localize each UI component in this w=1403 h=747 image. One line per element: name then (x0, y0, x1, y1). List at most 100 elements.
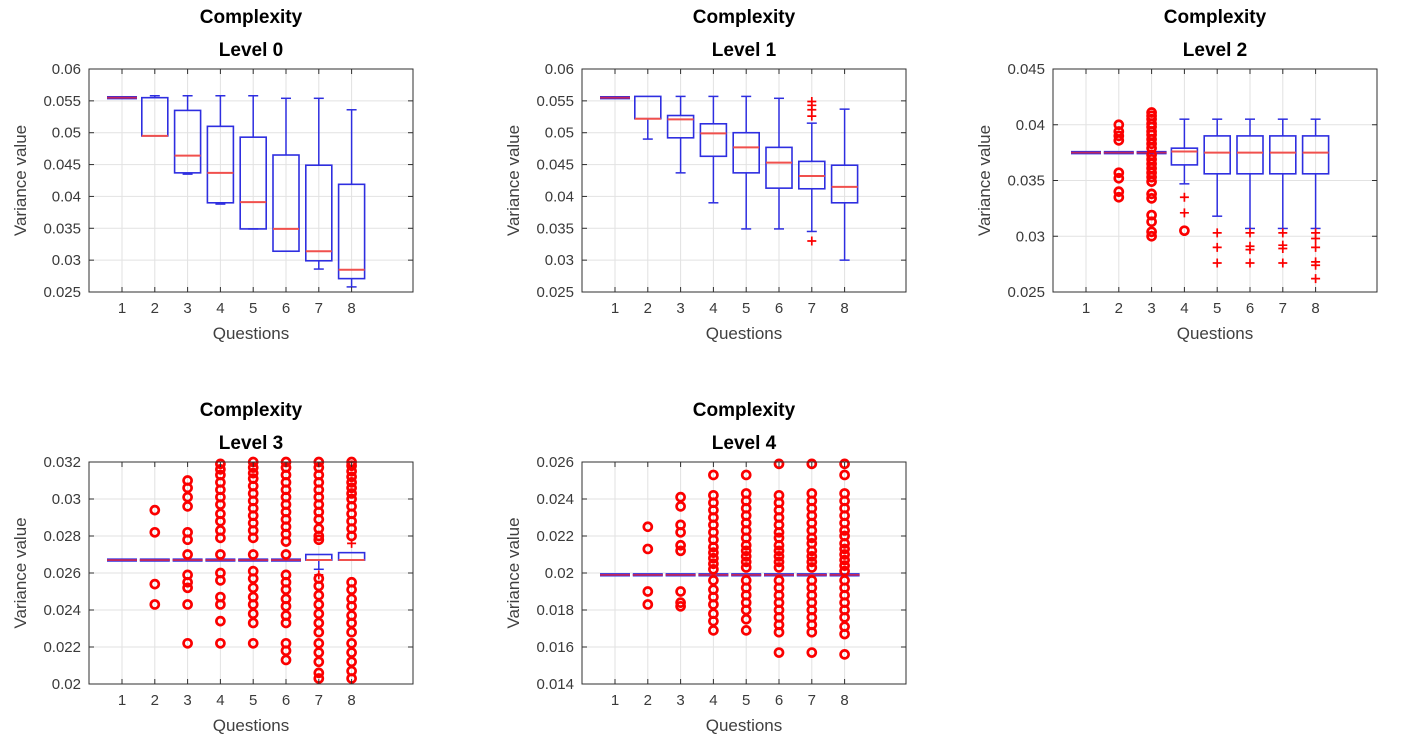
boxes (600, 458, 860, 660)
y-tick-label: 0.045 (536, 157, 574, 174)
boxplot-question-8 (1301, 118, 1330, 284)
y-tick-label: 0.026 (536, 454, 574, 471)
x-tick-label: 4 (216, 300, 224, 317)
outlier-circle-marker (642, 599, 654, 610)
x-tick-label: 1 (118, 300, 126, 317)
subplot-level-4: 0.014 0.016 0.018 0.02 0.022 0.024 0.026 1 2 3 4 5 6… (504, 400, 907, 735)
tick-labels: 0.014 0.016 0.018 0.02 0.022 0.024 0.026 1 2 3 4 5 6… (536, 454, 848, 709)
outlier-circle-marker (215, 637, 226, 649)
x-tick-label: 4 (1180, 300, 1188, 317)
x-tick-label: 7 (1279, 300, 1287, 317)
outlier-circle-marker (708, 547, 719, 559)
outlier-circle-marker (247, 467, 259, 479)
outlier-circle-marker (182, 637, 193, 649)
outlier-circle-marker (806, 545, 818, 557)
x-tick-label: 8 (840, 300, 848, 317)
iqr-box (830, 164, 859, 204)
outlier-circle-marker (1146, 192, 1157, 204)
x-tick-label: 1 (1082, 300, 1090, 317)
x-tick-label: 1 (611, 300, 619, 317)
outlier-plus-marker (1311, 274, 1321, 284)
boxplot-question-5 (1203, 118, 1231, 268)
outlier-circle-marker (1113, 172, 1125, 184)
boxes (107, 95, 366, 288)
outlier-circle-marker (806, 550, 818, 562)
outlier-circle-marker (247, 637, 259, 649)
y-tick-label: 0.045 (43, 157, 81, 174)
y-tick-label: 0.022 (536, 528, 574, 545)
boxes (107, 456, 366, 684)
y-tick-label: 0.04 (545, 188, 574, 205)
boxplot-question-6 (765, 97, 793, 230)
x-tick-label: 6 (282, 300, 290, 317)
x-tick-label: 6 (775, 300, 783, 317)
boxplot-question-7 (304, 97, 333, 270)
y-tick-label: 0.035 (536, 220, 574, 237)
outlier-plus-marker (1245, 258, 1255, 268)
axes-box (88, 68, 414, 293)
outlier-circle-marker (182, 576, 193, 588)
outlier-circle-marker (806, 458, 818, 470)
boxplot-question-3 (666, 95, 695, 174)
outlier-circle-marker (215, 575, 226, 586)
grid (1053, 68, 1377, 293)
outlier-circle-marker (149, 526, 161, 538)
boxplot-question-5 (731, 469, 762, 636)
outlier-plus-marker (1278, 258, 1288, 268)
boxplot-question-6 (764, 458, 794, 658)
x-tick-label: 3 (183, 692, 191, 709)
y-tick-label: 0.03 (545, 252, 574, 269)
boxplot-question-2 (1103, 119, 1134, 203)
outlier-circle-marker (313, 667, 325, 679)
x-axis-label: Questions (1177, 324, 1254, 343)
tick-marks (89, 461, 413, 685)
boxplot-question-3 (665, 491, 696, 612)
boxplot-question-8 (829, 458, 860, 660)
outlier-circle-marker (149, 578, 161, 590)
outlier-circle-marker (708, 563, 719, 575)
subplot-level-1: 0.025 0.03 0.035 0.04 0.045 0.05 0.055 0.06 1 2 3 4… (504, 7, 907, 343)
y-tick-label: 0.03 (52, 252, 81, 269)
outlier-plus-marker (1212, 258, 1222, 268)
outlier-circle-marker (182, 599, 193, 610)
subplot-subtitle: Level 0 (219, 40, 283, 61)
outlier-circle-marker (806, 626, 818, 638)
y-tick-label: 0.032 (43, 454, 81, 471)
outlier-circle-marker (773, 626, 785, 638)
x-tick-label: 2 (644, 300, 652, 317)
outlier-circle-marker (839, 543, 850, 555)
outlier-circle-marker (839, 549, 850, 560)
x-axis-label: Questions (213, 716, 290, 735)
x-tick-label: 3 (676, 692, 684, 709)
outlier-circle-marker (773, 550, 785, 562)
x-tick-label: 5 (742, 300, 750, 317)
outlier-plus-marker (1212, 228, 1222, 238)
boxplot-question-8 (830, 108, 859, 261)
x-tick-label: 7 (808, 300, 816, 317)
outlier-circle-marker (708, 552, 719, 564)
y-tick-label: 0.03 (52, 491, 81, 508)
outlier-circle-marker (1113, 167, 1125, 179)
x-axis-label: Questions (706, 324, 783, 343)
subplot-title: Complexity (693, 400, 796, 421)
y-tick-label: 0.06 (545, 61, 574, 78)
outlier-circle-marker (708, 541, 719, 553)
boxplot-question-3 (173, 95, 202, 175)
y-tick-label: 0.035 (1007, 173, 1045, 190)
outlier-plus-marker (1212, 242, 1222, 252)
outlier-circle-marker (182, 534, 193, 546)
tick-labels: 0.025 0.03 0.035 0.04 0.045 0.05 0.055 0.06 1 2 3 4… (536, 61, 848, 317)
outlier-circle-marker (215, 615, 226, 627)
boxplot-question-7 (797, 96, 826, 246)
outlier-circle-marker (280, 549, 292, 560)
outlier-circle-marker (313, 534, 325, 546)
y-tick-label: 0.024 (536, 491, 574, 508)
y-tick-label: 0.024 (43, 602, 81, 619)
outlier-circle-marker (806, 556, 818, 568)
outlier-circle-marker (149, 504, 161, 516)
outlier-circle-marker (1146, 176, 1157, 187)
y-tick-label: 0.026 (43, 565, 81, 582)
x-tick-label: 3 (676, 300, 684, 317)
boxplot-question-2 (139, 504, 170, 610)
